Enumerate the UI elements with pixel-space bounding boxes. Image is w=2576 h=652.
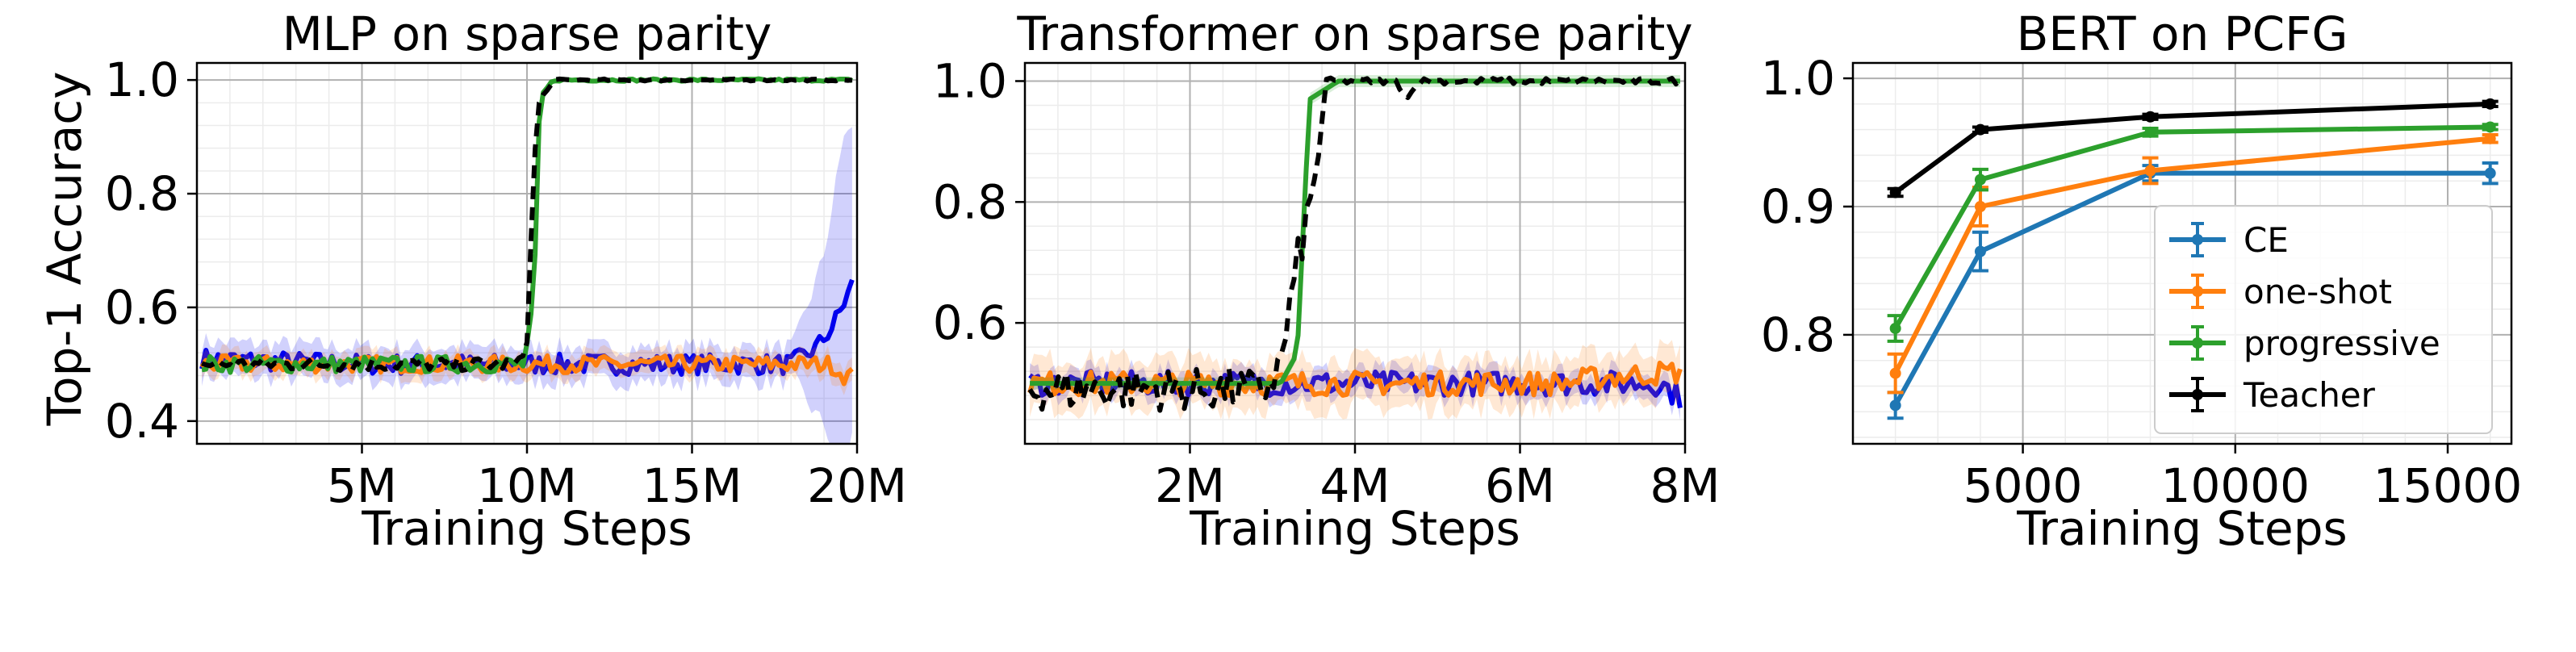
y-tick-label: 1.0 [933,53,1007,108]
legend-marker [2192,337,2203,349]
y-tick-label: 0.8 [1761,307,1835,362]
y-tick-label: 1.0 [1761,51,1835,106]
plot-area [199,76,855,444]
y-axis-label: Top-1 Accuracy [37,72,92,427]
x-tick-label: 20M [807,458,907,513]
x-tick-label: 2M [1155,458,1225,513]
series-line-Teacher [1893,101,2490,194]
chart-title: BERT on PCFG [2017,6,2348,61]
chart-title: Transformer on sparse parity [1016,6,1692,61]
legend-label: progressive [2244,324,2440,363]
y-tick-label: 0.4 [105,394,179,449]
data-point [2484,98,2496,110]
data-point [2144,126,2156,138]
x-tick-label: 4M [1320,458,1390,513]
data-point [1889,399,1901,412]
y-tick-label: 0.8 [105,166,179,221]
data-point [1974,123,1986,136]
legend-label: CE [2244,220,2289,260]
data-point [2484,132,2496,144]
y-tick-label: 0.6 [933,295,1007,350]
x-tick-label: 15000 [2373,458,2523,513]
y-tick-label: 0.8 [933,174,1007,229]
x-tick-label: 5000 [1963,458,2083,513]
data-point [1974,200,1986,212]
x-tick-label: 6M [1485,458,1555,513]
y-tick-label: 0.9 [1761,179,1835,234]
y-tick-label: 1.0 [105,52,179,107]
plot-area [1887,98,2499,420]
y-tick-label: 0.6 [105,280,179,335]
series-line-progressive [1893,124,2490,330]
panel-bert-pcfg: CE one-shot progressive Teacher 5000 10000 150… [1761,6,2523,556]
x-tick-label: 15M [642,458,742,513]
data-point [2144,111,2156,123]
data-point [1889,186,1901,199]
legend-label: Teacher [2243,375,2376,415]
chart-title: MLP on sparse parity [282,6,772,61]
legend-marker [2192,389,2203,400]
data-point [2144,165,2156,177]
data-point [1889,322,1901,334]
data-point [1974,173,1986,186]
legend: CE one-shot progressive Teacher [2154,205,2493,434]
series-line-3 [201,76,853,374]
data-point [1889,367,1901,379]
legend-marker [2192,234,2203,245]
series-line-CE [1893,170,2490,407]
x-tick-label: 8M [1650,458,1721,513]
x-tick-label: 5M [327,458,397,513]
x-axis-label: Training Steps [2016,501,2348,556]
x-axis-label: Training Steps [1189,501,1520,556]
series-band-1 [1030,338,1680,420]
series-line-one-shot [1892,136,2490,374]
data-point [1974,245,1986,257]
plot-area [1027,75,1683,420]
legend-label: one-shot [2244,272,2392,311]
series-line-3 [1027,75,1683,413]
x-tick-label: 10000 [2161,458,2310,513]
x-tick-label: 10M [477,458,577,513]
panel-mlp-sparse-parity: 5M 10M 15M 20M 0.4 0.6 0.8 1.0 MLP on sparse par… [105,6,907,556]
axes-frame [1851,61,2513,445]
legend-marker [2192,286,2203,297]
data-point [2484,167,2496,179]
x-axis-label: Training Steps [361,501,692,556]
data-point [2484,121,2496,133]
legend-box [2154,205,2493,434]
series-band-0 [1030,359,1680,420]
